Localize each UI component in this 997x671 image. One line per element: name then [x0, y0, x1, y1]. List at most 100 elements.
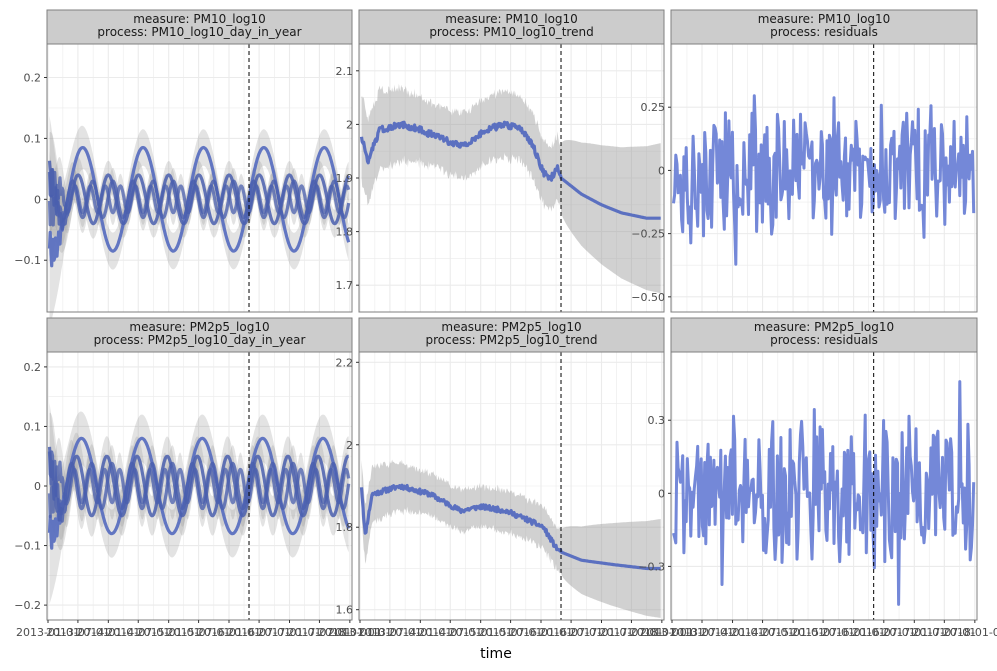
y-tick-label: −0.25	[631, 228, 665, 241]
x-tick-label: 2018-01-01	[318, 626, 382, 639]
y-tick-label: −0.3	[638, 560, 665, 573]
seasonal-series	[47, 436, 351, 550]
y-tick-label: 0.1	[24, 132, 42, 145]
x-tick-label: 2015-07-01	[791, 626, 855, 639]
x-tick-label: 2013-01-01	[16, 626, 80, 639]
x-tick-label: 2017-01-01	[258, 626, 322, 639]
residual-line	[672, 380, 976, 606]
y-tick-label: 1.9	[336, 172, 354, 185]
facet-strip-label: process: PM10_log10_trend	[429, 25, 593, 39]
y-tick-label: −0.1	[14, 254, 41, 267]
x-tick-label: 2016-01-01	[822, 626, 886, 639]
y-tick-label: 0	[658, 164, 665, 177]
x-tick-label: 2014-07-01	[731, 626, 795, 639]
x-tick-label: 2017-07-01	[912, 626, 976, 639]
facet-strip-label: process: PM10_log10_day_in_year	[97, 25, 301, 39]
x-tick-label: 2016-01-01	[197, 626, 261, 639]
x-tick-label: 2014-01-01	[388, 626, 452, 639]
facet-strip-label: measure: PM2p5_log10	[754, 320, 894, 334]
y-tick-label: 0.2	[24, 361, 42, 374]
seasonal-series	[47, 145, 351, 268]
y-tick-label: 0	[34, 193, 41, 206]
x-tick-label: 2013-07-01	[358, 626, 422, 639]
facet-strip	[46, 317, 353, 353]
facet-strip	[670, 317, 978, 353]
y-tick-label: 0.3	[648, 414, 666, 427]
seasonal-line-4	[47, 176, 351, 227]
panel-border	[670, 351, 978, 621]
x-tick-label: 2017-07-01	[287, 626, 351, 639]
y-axis-ticks: 1.6 1.8 2 2.2	[336, 356, 359, 617]
x-axis-ticks: 2013-01-012013-07-012014-01-012014-07-01…	[328, 620, 694, 639]
facet-strip-label: process: residuals	[770, 25, 878, 39]
trend-line	[359, 483, 662, 571]
x-tick-label: 2014-01-01	[76, 626, 140, 639]
facet-strip-label: measure: PM10_log10	[758, 12, 891, 26]
x-tick-label: 2014-01-01	[701, 626, 765, 639]
x-tick-label: 2017-07-01	[599, 626, 663, 639]
facet-strip	[46, 9, 353, 45]
x-tick-label: 2015-01-01	[449, 626, 513, 639]
confidence-ribbon-1	[49, 411, 349, 605]
residual-line	[672, 94, 976, 266]
x-tick-label: 2014-07-01	[106, 626, 170, 639]
panel-border	[670, 43, 978, 313]
y-tick-label: 1.8	[336, 521, 354, 534]
x-axis-ticks: 2013-01-012013-07-012014-01-012014-07-01…	[16, 620, 382, 639]
facet-strip-label: process: PM2p5_log10_day_in_year	[94, 333, 306, 347]
y-axis-ticks: 1.7 1.8 1.9 2 2.1	[336, 65, 359, 292]
facet-strip-label: process: residuals	[770, 333, 878, 347]
panel-border	[358, 351, 665, 621]
x-axis-ticks: 2013-01-012013-07-012014-01-012014-07-01…	[640, 620, 997, 639]
y-tick-label: 0.25	[641, 101, 666, 114]
y-tick-label: 2	[346, 118, 353, 131]
y-axis-ticks: −0.1 0 0.1 0.2	[14, 72, 47, 267]
y-tick-label: 0	[658, 487, 665, 500]
facet-strip	[358, 317, 665, 353]
y-tick-label: 0	[34, 480, 41, 493]
y-tick-label: 2.1	[336, 65, 354, 78]
x-tick-label: 2016-07-01	[852, 626, 916, 639]
x-axis-title: time	[480, 646, 512, 662]
panel-gridlines	[359, 352, 664, 620]
seasonal-line-4	[47, 460, 351, 519]
panel-gridlines	[359, 44, 664, 312]
facet-strip	[358, 9, 665, 45]
facet-strip-label: measure: PM10_log10	[133, 12, 266, 26]
x-tick-label: 2013-07-01	[46, 626, 110, 639]
x-tick-label: 2014-07-01	[418, 626, 482, 639]
x-tick-label: 2016-07-01	[539, 626, 603, 639]
y-tick-label: 1.6	[336, 604, 354, 617]
x-tick-label: 2015-07-01	[167, 626, 231, 639]
x-tick-label: 2016-07-01	[227, 626, 291, 639]
x-tick-label: 2015-01-01	[761, 626, 825, 639]
y-axis-ticks: −0.50 −0.25 0 0.25	[631, 101, 671, 304]
y-axis-ticks: −0.2 −0.1 0 0.1 0.2	[14, 361, 47, 612]
x-tick-label: 2018-01-01	[943, 626, 997, 639]
y-tick-label: 1.7	[336, 279, 354, 292]
y-tick-label: 2	[346, 439, 353, 452]
y-tick-label: −0.1	[14, 540, 41, 553]
facet-strip-label: measure: PM2p5_log10	[129, 320, 269, 334]
x-tick-label: 2013-07-01	[670, 626, 734, 639]
x-tick-label: 2018-01-01	[630, 626, 694, 639]
facet-strip	[670, 9, 978, 45]
y-tick-label: 1.8	[336, 226, 354, 239]
x-tick-label: 2015-07-01	[479, 626, 543, 639]
y-tick-label: 0.2	[24, 72, 42, 85]
facet-strip-label: measure: PM10_log10	[445, 12, 578, 26]
x-tick-label: 2016-01-01	[509, 626, 573, 639]
facet-strip-label: process: PM2p5_log10_trend	[426, 333, 598, 347]
panel-background	[47, 44, 352, 312]
trend-line	[359, 120, 662, 220]
panel-border	[46, 43, 353, 313]
x-tick-label: 2017-01-01	[882, 626, 946, 639]
x-tick-label: 2013-01-01	[328, 626, 392, 639]
